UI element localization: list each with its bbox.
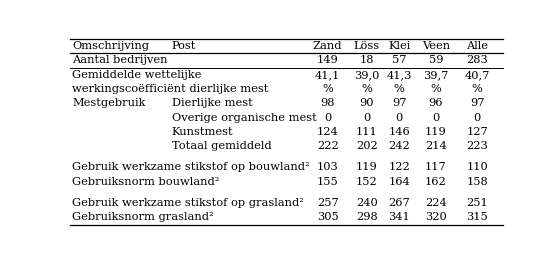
Text: 124: 124 bbox=[317, 127, 339, 137]
Text: 57: 57 bbox=[392, 55, 406, 66]
Text: Klei: Klei bbox=[388, 41, 410, 51]
Text: Aantal bedrijven: Aantal bedrijven bbox=[72, 55, 168, 66]
Text: 110: 110 bbox=[466, 162, 488, 173]
Text: 90: 90 bbox=[359, 98, 374, 108]
Text: Overige organische mest: Overige organische mest bbox=[172, 112, 316, 123]
Text: 0: 0 bbox=[396, 112, 402, 123]
Text: 267: 267 bbox=[389, 198, 410, 208]
Text: Alle: Alle bbox=[466, 41, 488, 51]
Text: Gebruiksnorm bouwland²: Gebruiksnorm bouwland² bbox=[72, 177, 220, 187]
Text: 119: 119 bbox=[356, 162, 377, 173]
Text: 158: 158 bbox=[466, 177, 488, 187]
Text: 223: 223 bbox=[466, 141, 488, 151]
Text: 41,1: 41,1 bbox=[315, 70, 340, 80]
Text: Post: Post bbox=[172, 41, 196, 51]
Text: %: % bbox=[394, 84, 405, 94]
Text: 155: 155 bbox=[317, 177, 339, 187]
Text: Gebruik werkzame stikstof op grasland²: Gebruik werkzame stikstof op grasland² bbox=[72, 198, 304, 208]
Text: 283: 283 bbox=[466, 55, 488, 66]
Text: 315: 315 bbox=[466, 212, 488, 222]
Text: 224: 224 bbox=[425, 198, 447, 208]
Text: Dierlijke mest: Dierlijke mest bbox=[172, 98, 253, 108]
Text: 18: 18 bbox=[359, 55, 374, 66]
Text: 0: 0 bbox=[473, 112, 481, 123]
Text: 40,7: 40,7 bbox=[465, 70, 490, 80]
Text: 103: 103 bbox=[317, 162, 339, 173]
Text: 251: 251 bbox=[466, 198, 488, 208]
Text: 97: 97 bbox=[470, 98, 484, 108]
Text: 0: 0 bbox=[363, 112, 370, 123]
Text: 98: 98 bbox=[320, 98, 335, 108]
Text: Omschrijving: Omschrijving bbox=[72, 41, 149, 51]
Text: 146: 146 bbox=[389, 127, 410, 137]
Text: 242: 242 bbox=[389, 141, 410, 151]
Text: Totaal gemiddeld: Totaal gemiddeld bbox=[172, 141, 271, 151]
Text: 298: 298 bbox=[356, 212, 377, 222]
Text: Mestgebruik: Mestgebruik bbox=[72, 98, 145, 108]
Text: 39,7: 39,7 bbox=[423, 70, 449, 80]
Text: 97: 97 bbox=[392, 98, 406, 108]
Text: 162: 162 bbox=[425, 177, 447, 187]
Text: 320: 320 bbox=[425, 212, 447, 222]
Text: 117: 117 bbox=[425, 162, 447, 173]
Text: 164: 164 bbox=[389, 177, 410, 187]
Text: %: % bbox=[472, 84, 482, 94]
Text: 39,0: 39,0 bbox=[354, 70, 380, 80]
Text: %: % bbox=[430, 84, 441, 94]
Text: 305: 305 bbox=[317, 212, 339, 222]
Text: 41,3: 41,3 bbox=[386, 70, 412, 80]
Text: Veen: Veen bbox=[422, 41, 450, 51]
Text: 119: 119 bbox=[425, 127, 447, 137]
Text: Gebruik werkzame stikstof op bouwland²: Gebruik werkzame stikstof op bouwland² bbox=[72, 162, 310, 173]
Text: 240: 240 bbox=[356, 198, 377, 208]
Text: 96: 96 bbox=[429, 98, 443, 108]
Text: %: % bbox=[323, 84, 333, 94]
Text: 222: 222 bbox=[317, 141, 339, 151]
Text: Löss: Löss bbox=[354, 41, 380, 51]
Text: 214: 214 bbox=[425, 141, 447, 151]
Text: Zand: Zand bbox=[313, 41, 343, 51]
Text: 202: 202 bbox=[356, 141, 377, 151]
Text: 111: 111 bbox=[356, 127, 377, 137]
Text: Gemiddelde wettelijke: Gemiddelde wettelijke bbox=[72, 70, 201, 80]
Text: 127: 127 bbox=[466, 127, 488, 137]
Text: 59: 59 bbox=[429, 55, 443, 66]
Text: 0: 0 bbox=[432, 112, 439, 123]
Text: werkingscoëfficiënt dierlijke mest: werkingscoëfficiënt dierlijke mest bbox=[72, 84, 268, 94]
Text: %: % bbox=[361, 84, 372, 94]
Text: 257: 257 bbox=[317, 198, 339, 208]
Text: 152: 152 bbox=[356, 177, 377, 187]
Text: Gebruiksnorm grasland²: Gebruiksnorm grasland² bbox=[72, 212, 214, 222]
Text: 341: 341 bbox=[389, 212, 410, 222]
Text: 149: 149 bbox=[317, 55, 339, 66]
Text: 0: 0 bbox=[324, 112, 331, 123]
Text: Kunstmest: Kunstmest bbox=[172, 127, 233, 137]
Text: 122: 122 bbox=[389, 162, 410, 173]
